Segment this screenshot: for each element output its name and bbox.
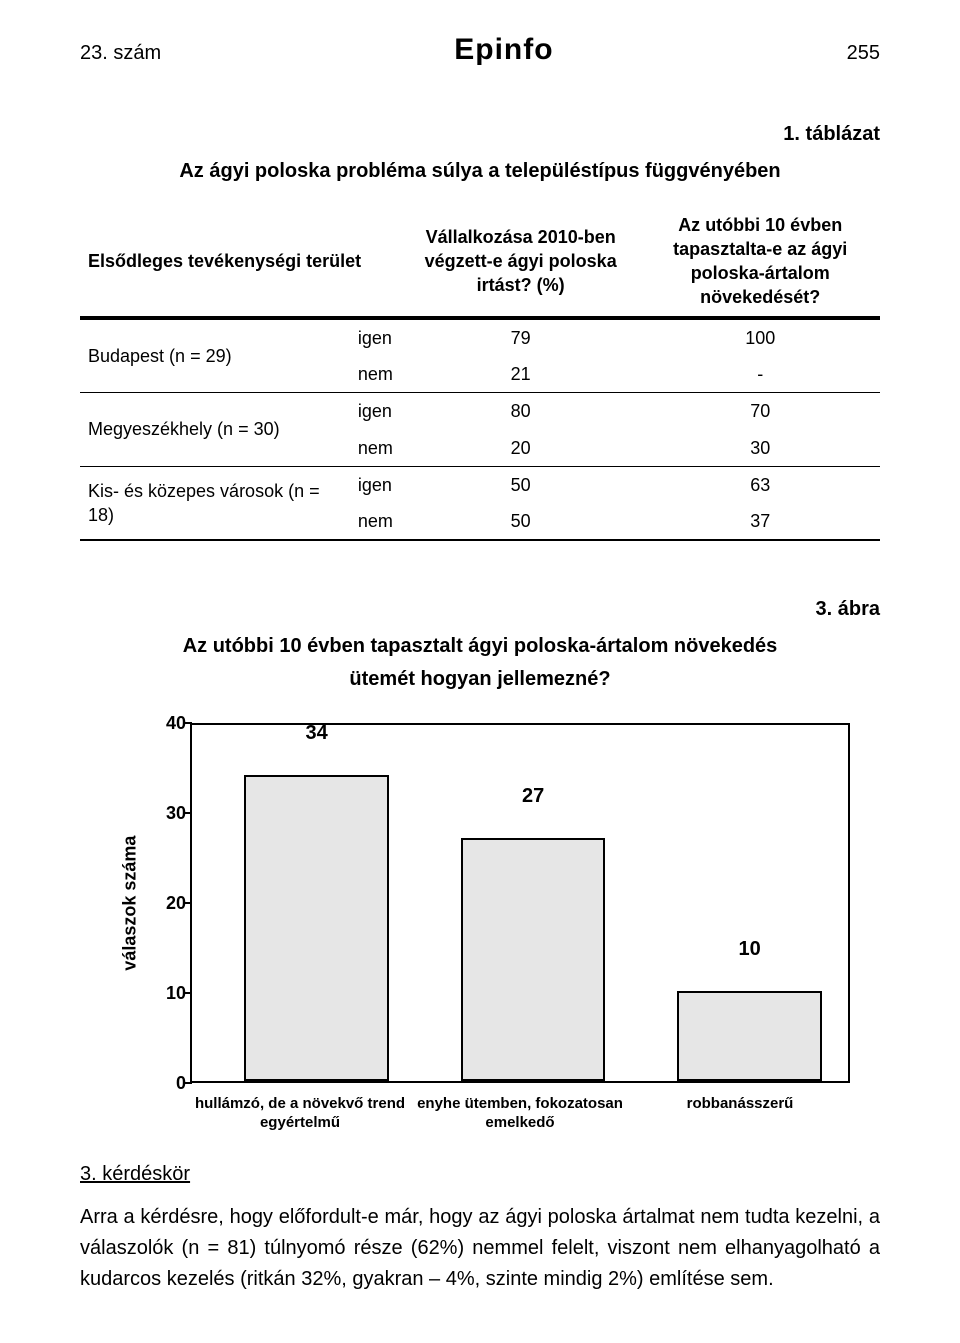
bar bbox=[244, 775, 388, 1081]
figure-caption-row: 3. ábra bbox=[80, 596, 880, 623]
row-sub: nem bbox=[350, 503, 401, 540]
table-title: Az ágyi poloska probléma súlya a települ… bbox=[80, 158, 880, 185]
page-left-label: 23. szám bbox=[80, 40, 161, 67]
page-number: 255 bbox=[847, 40, 880, 67]
row-val: 80 bbox=[401, 393, 641, 430]
row-val: 30 bbox=[640, 430, 880, 467]
row-sub: igen bbox=[350, 393, 401, 430]
x-tick-label: hullámzó, de a növekvő trendegyértelmű bbox=[190, 1095, 410, 1133]
table-row: Budapest (n = 29) igen 79 100 bbox=[80, 319, 880, 356]
table-header-row: Elsődleges tevékenységi terület Vállalko… bbox=[80, 207, 880, 317]
row-val: 20 bbox=[401, 430, 641, 467]
y-axis: 010203040 bbox=[150, 723, 190, 1083]
col-header-2: Vállalkozása 2010-ben végzett-e ágyi pol… bbox=[401, 207, 641, 317]
x-axis-labels: hullámzó, de a növekvő trendegyértelműen… bbox=[190, 1095, 850, 1133]
x-tick-label: enyhe ütemben, fokozatosanemelkedő bbox=[410, 1095, 630, 1133]
page-header: 23. szám Epinfo 255 bbox=[80, 30, 880, 71]
bar-value-label: 34 bbox=[257, 720, 377, 747]
row-val: 37 bbox=[640, 503, 880, 540]
x-tick-label: robbanásszerű bbox=[630, 1095, 850, 1133]
table-row: Kis- és közepes városok (n = 18) igen 50… bbox=[80, 466, 880, 503]
row-val: - bbox=[640, 356, 880, 393]
section-heading: 3. kérdéskör bbox=[80, 1161, 880, 1188]
bar-value-label: 27 bbox=[473, 783, 593, 810]
row-label: Kis- és közepes városok (n = 18) bbox=[80, 466, 350, 540]
y-tick-label: 20 bbox=[166, 891, 186, 915]
data-table: Elsődleges tevékenységi terület Vállalko… bbox=[80, 207, 880, 542]
col-header-3: Az utóbbi 10 évben tapasztalta-e az ágyi… bbox=[640, 207, 880, 317]
figure-caption: 3. ábra bbox=[816, 596, 880, 623]
brand-logo: Epinfo bbox=[454, 30, 553, 71]
y-tick-label: 40 bbox=[166, 711, 186, 735]
y-tick-label: 10 bbox=[166, 981, 186, 1005]
y-tick-label: 30 bbox=[166, 801, 186, 825]
row-val: 70 bbox=[640, 393, 880, 430]
bar bbox=[677, 991, 821, 1081]
col-header-1: Elsődleges tevékenységi terület bbox=[80, 207, 401, 317]
figure-title-line1: Az utóbbi 10 évben tapasztalt ágyi polos… bbox=[80, 633, 880, 660]
row-val: 50 bbox=[401, 466, 641, 503]
y-axis-label-wrap: válaszok száma bbox=[110, 723, 150, 1083]
table-row: Megyeszékhely (n = 30) igen 80 70 bbox=[80, 393, 880, 430]
bar bbox=[461, 838, 605, 1081]
figure-title-line2: ütemét hogyan jellemezné? bbox=[80, 666, 880, 693]
body-paragraph: Arra a kérdésre, hogy előfordult-e már, … bbox=[80, 1202, 880, 1295]
row-label: Budapest (n = 29) bbox=[80, 319, 350, 393]
row-sub: nem bbox=[350, 430, 401, 467]
row-val: 100 bbox=[640, 319, 880, 356]
row-val: 21 bbox=[401, 356, 641, 393]
table-caption-row: 1. táblázat bbox=[80, 121, 880, 148]
row-val: 50 bbox=[401, 503, 641, 540]
bar-chart: válaszok száma 010203040 342710 bbox=[110, 723, 850, 1083]
table-caption: 1. táblázat bbox=[783, 121, 880, 148]
row-sub: nem bbox=[350, 356, 401, 393]
y-axis-label: válaszok száma bbox=[118, 836, 142, 971]
row-val: 63 bbox=[640, 466, 880, 503]
row-sub: igen bbox=[350, 466, 401, 503]
row-val: 79 bbox=[401, 319, 641, 356]
plot-area: 34 27 10 bbox=[190, 723, 850, 1083]
bar-value-label: 10 bbox=[690, 936, 810, 963]
row-sub: igen bbox=[350, 319, 401, 356]
row-label: Megyeszékhely (n = 30) bbox=[80, 393, 350, 467]
